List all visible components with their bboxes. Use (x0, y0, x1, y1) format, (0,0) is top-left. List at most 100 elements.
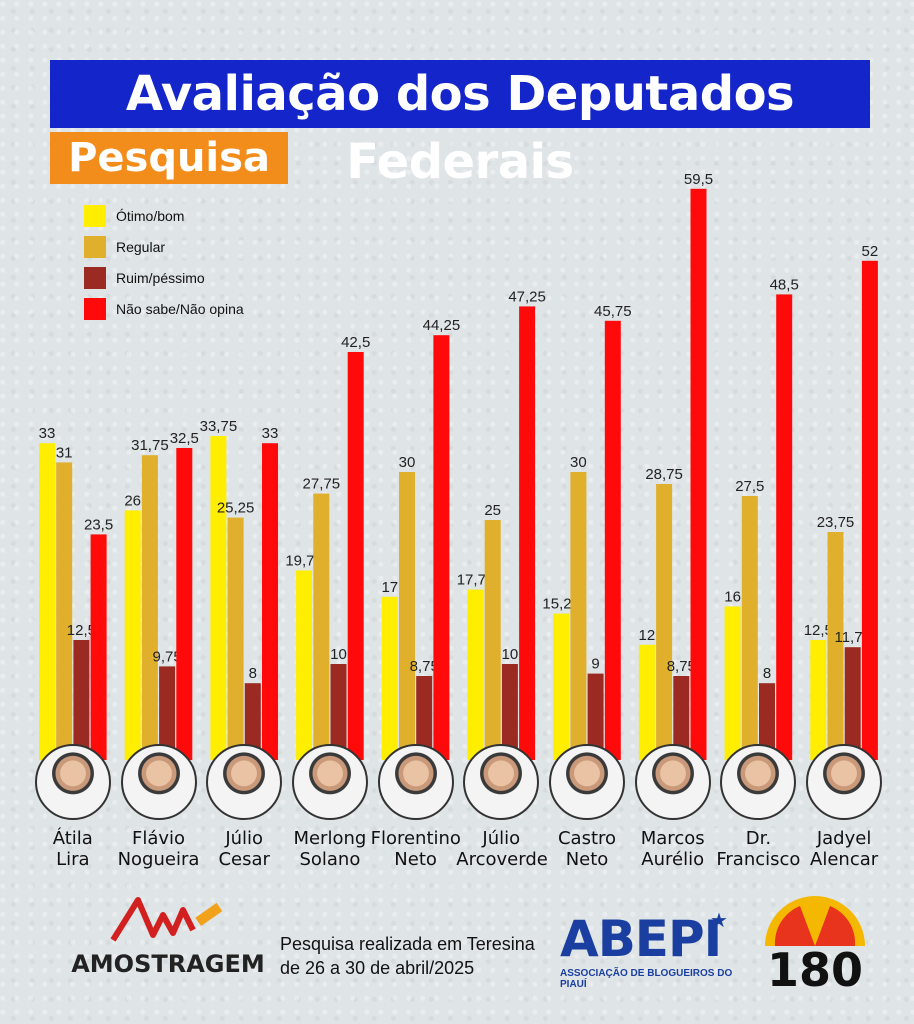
bar (124, 510, 141, 760)
data-label: 33 (262, 425, 279, 442)
avatar-photo-icon (634, 744, 711, 820)
data-label: 11,75 (834, 629, 870, 646)
category-label: Merlong Solano (285, 828, 375, 870)
data-label: 33,75 (200, 418, 238, 435)
data-label: 8,75 (410, 658, 439, 675)
data-label: 9 (591, 656, 599, 673)
survey-note-line1: Pesquisa realizada em Teresina (280, 934, 535, 954)
legend-item-nao-sabe: Não sabe/Não opina (84, 293, 244, 324)
bar (399, 472, 415, 760)
category-label-line: Júlio (225, 828, 264, 849)
legend-label: Ótimo/bom (116, 207, 185, 224)
bar (416, 676, 433, 760)
bar (141, 455, 158, 760)
category-label-line: Neto (565, 849, 609, 870)
bar (844, 647, 861, 760)
data-label: 44,25 (423, 317, 461, 334)
category-label-line: Átila (52, 828, 93, 849)
data-label: 10 (330, 646, 347, 663)
bar (227, 517, 244, 760)
data-label: 31 (56, 444, 73, 461)
category-label-line: Nogueira (117, 849, 200, 870)
avatar-photo-icon (549, 744, 625, 820)
bar (159, 666, 176, 760)
data-label: 45,75 (594, 303, 632, 320)
bar (724, 606, 741, 760)
data-label: 30 (399, 454, 416, 471)
star-icon: ★ (710, 910, 728, 932)
bar (73, 640, 90, 760)
category-label: Jadyel Alencar (799, 828, 889, 870)
category-label-line: Flávio (131, 828, 186, 849)
category-label: Átila Lira (28, 828, 118, 870)
data-label: 25,25 (217, 500, 255, 517)
bar (827, 532, 844, 760)
bar (467, 589, 484, 760)
bar (604, 320, 621, 760)
survey-note: Pesquisa realizada em Teresina de 26 a 3… (280, 932, 540, 980)
data-label: 23,5 (84, 516, 113, 533)
brand-number: 180 (766, 943, 864, 997)
data-label: 27,5 (735, 478, 764, 495)
data-label: 52 (862, 243, 879, 260)
category-label-line: Cesar (218, 849, 270, 870)
data-label: 30 (570, 454, 587, 471)
legend-item-ruim-pessimo: Ruim/péssimo (84, 262, 244, 293)
bar (776, 294, 793, 760)
data-label: 17 (381, 579, 398, 596)
category-label-line: Alencar (810, 849, 879, 870)
category-label-line: Arcoverde (456, 849, 548, 870)
category-label: Dr. Francisco (713, 828, 803, 870)
amostragem-logo: AMOSTRAGEM (68, 895, 268, 980)
bar (262, 443, 278, 760)
bar (313, 493, 330, 760)
data-label: 12,5 (804, 622, 833, 639)
legend-swatch (84, 297, 106, 320)
data-label: 26 (124, 492, 141, 509)
legend-label: Não sabe/Não opina (116, 300, 244, 317)
legend-swatch (84, 204, 106, 227)
category-label-line: Florentino (370, 828, 461, 849)
page-subtitle: Pesquisa (50, 132, 288, 184)
bar (484, 520, 501, 760)
page-title: Avaliação dos Deputados Federais (50, 60, 870, 190)
data-label: 42,5 (341, 334, 370, 351)
category-label: Castro Neto (542, 828, 632, 870)
avatar-photo-icon (463, 744, 540, 820)
category-label: Júlio Cesar (199, 828, 289, 870)
data-label: 32,5 (170, 430, 199, 447)
bar (861, 260, 878, 760)
category-label-line: Dr. (745, 828, 772, 849)
bar (244, 683, 261, 760)
bar (673, 676, 690, 760)
category-label-line: Francisco (716, 849, 801, 870)
bar (347, 352, 364, 760)
data-label: 8 (249, 665, 257, 682)
avatar-photo-icon (377, 744, 454, 820)
bar (741, 496, 758, 760)
data-label: 9,75 (152, 648, 181, 665)
data-label: 47,25 (508, 288, 546, 305)
association-name: ABEPI (560, 910, 722, 968)
data-label: 12,5 (67, 622, 96, 639)
bar (176, 448, 193, 760)
data-label: 8 (763, 665, 771, 682)
bar (296, 570, 313, 760)
bar (759, 683, 775, 760)
avatar-photo-icon (720, 744, 797, 820)
category-label-line: Júlio (482, 828, 521, 849)
avatar-photo-icon (120, 744, 197, 820)
brand-180-logo: 180 (760, 888, 870, 997)
avatar-photo-icon (34, 744, 111, 820)
category-label: Marcos Aurélio (628, 828, 718, 870)
abepi-logo: ★ ABEPI ASSOCIAÇÃO DE BLOGUEIROS DO PIAU… (560, 910, 735, 990)
survey-note-line2: de 26 a 30 de abril/2025 (280, 958, 475, 978)
data-label: 59,5 (684, 171, 713, 188)
bar (210, 436, 227, 760)
category-label-line: Neto (394, 849, 437, 870)
legend-item-otimo-bom: Ótimo/bom (84, 200, 244, 231)
category-label-line: Castro (557, 828, 617, 849)
data-label: 25 (484, 502, 501, 519)
data-label: 27,75 (303, 476, 341, 493)
